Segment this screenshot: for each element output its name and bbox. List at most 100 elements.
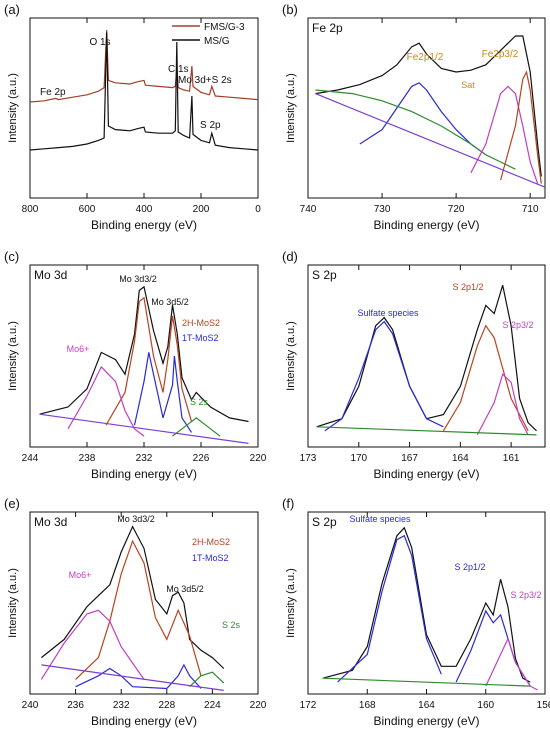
annotation: 2H-MoS2 [182,318,220,328]
annotation: Mo 3d5/2 [166,584,204,594]
annotation: O 1s [89,37,110,48]
y-axis-label: Intensity (a.u.) [7,73,19,143]
annotation: S 2p3/2 [502,320,533,330]
series-line-0 [29,29,259,103]
x-axis-label: Binding energy (eV) [91,218,197,232]
annotation: Sulfate species [349,514,411,524]
panel-f: 172 168 164 160 156 Binding energy (eV) Intens… [282,496,550,728]
panel-title: S 2p [312,515,337,529]
legend-entry: FMS/G-3 [204,22,245,33]
annotation: C 1s [168,64,189,75]
x-tick-label: 800 [22,204,39,215]
series-line-5 [41,664,224,691]
series-line-1 [29,32,259,151]
series-line-5 [315,93,546,188]
x-tick-label: 224 [204,700,221,711]
annotation: Mo 3d5/2 [151,297,189,307]
x-tick-label: 232 [113,700,130,711]
x-tick-label: 740 [300,204,317,215]
series-line-4 [322,677,531,687]
panel-label: (b) [282,2,298,17]
series-line-1 [324,320,444,432]
y-axis-label: Intensity (a.u.) [7,321,19,391]
series-line-0 [322,526,531,683]
x-tick-label: 720 [448,204,465,215]
series-line-2 [315,89,516,170]
series-line-3 [476,373,529,436]
series-line-1 [337,534,442,683]
series-line-1 [105,296,193,426]
x-tick-label: 170 [350,453,367,464]
x-tick-label: 200 [193,204,210,215]
annotation: Sulfate species [357,308,419,318]
plot-frame [307,264,546,448]
panel-a: 800 600 400 200 0 Binding energy (eV) Intensit… [4,2,261,232]
x-tick-label: 172 [300,700,317,711]
annotation: Fe2p1/2 [407,52,444,63]
annotation: Fe 2p [40,87,66,98]
annotation: S 2p [200,120,221,131]
panel-title: Mo 3d [34,268,67,282]
y-axis-label: Intensity (a.u.) [7,568,19,638]
annotation: S 2s [190,397,209,407]
x-tick-label: 244 [22,453,39,464]
annotation: Mo 3d3/2 [117,514,155,524]
panel-title: S 2p [312,268,337,282]
annotation: 1T-MoS2 [192,553,229,563]
series-line-2 [455,609,531,687]
annotation: Mo 3d3/2 [119,274,157,284]
x-tick-label: 156 [537,700,550,711]
x-tick-label: 220 [250,453,267,464]
series-line-3 [67,365,145,437]
x-tick-label: 164 [452,453,469,464]
plot-frame [307,17,546,199]
plot-frame [29,264,259,448]
series-line-2 [75,663,202,690]
y-axis-label: Intensity (a.u.) [285,321,297,391]
panel-c: 244 238 232 226 220 Binding energy (eV) Intens… [4,249,267,481]
x-tick-label: 710 [522,204,539,215]
y-axis-label: Intensity (a.u.) [285,568,297,638]
x-tick-label: 400 [136,204,153,215]
annotation: Mo6+ [67,344,90,354]
plot-frame [307,511,546,695]
x-axis-label: Binding energy (eV) [91,714,197,728]
panel-label: (e) [4,496,20,511]
annotation: S 2p1/2 [452,282,483,292]
panel-e: 240 236 232 228 224 220 Binding energy (eV) Int… [4,496,267,728]
x-tick-label: 161 [503,453,520,464]
x-tick-label: 167 [401,453,418,464]
series-line-3 [485,636,538,691]
series-line-0 [316,285,537,432]
panel-label: (f) [282,496,294,511]
x-tick-label: 164 [418,700,435,711]
x-axis-label: Binding energy (eV) [91,467,197,481]
x-tick-label: 228 [158,700,175,711]
x-tick-label: 232 [136,453,153,464]
annotation: 1T-MoS2 [182,333,219,343]
panel-label: (a) [4,2,20,17]
series-line-4 [500,70,542,184]
annotation: S 2p3/2 [510,590,541,600]
annotation: S 2s [222,620,241,630]
x-tick-label: 238 [79,453,96,464]
series-line-0 [41,525,225,669]
x-tick-label: 730 [374,204,391,215]
x-tick-label: 600 [79,204,96,215]
series-line-3 [40,609,145,680]
annotation: Mo6+ [69,570,92,580]
x-tick-label: 160 [477,700,494,711]
series-line-2 [133,352,193,433]
x-axis-label: Binding energy (eV) [373,714,479,728]
y-axis-label: Intensity (a.u.) [285,73,297,143]
x-tick-label: 220 [250,700,267,711]
series-line-4 [172,417,221,437]
series-line-1 [75,539,202,680]
panel-d: 173 170 167 164 161 Binding energy (eV) Intens… [282,249,546,481]
x-axis-label: Binding energy (eV) [373,218,479,232]
x-tick-label: 226 [193,453,210,464]
panel-label: (d) [282,249,298,264]
legend-entry: MS/G [204,36,230,47]
panel-title: Mo 3d [34,515,67,529]
